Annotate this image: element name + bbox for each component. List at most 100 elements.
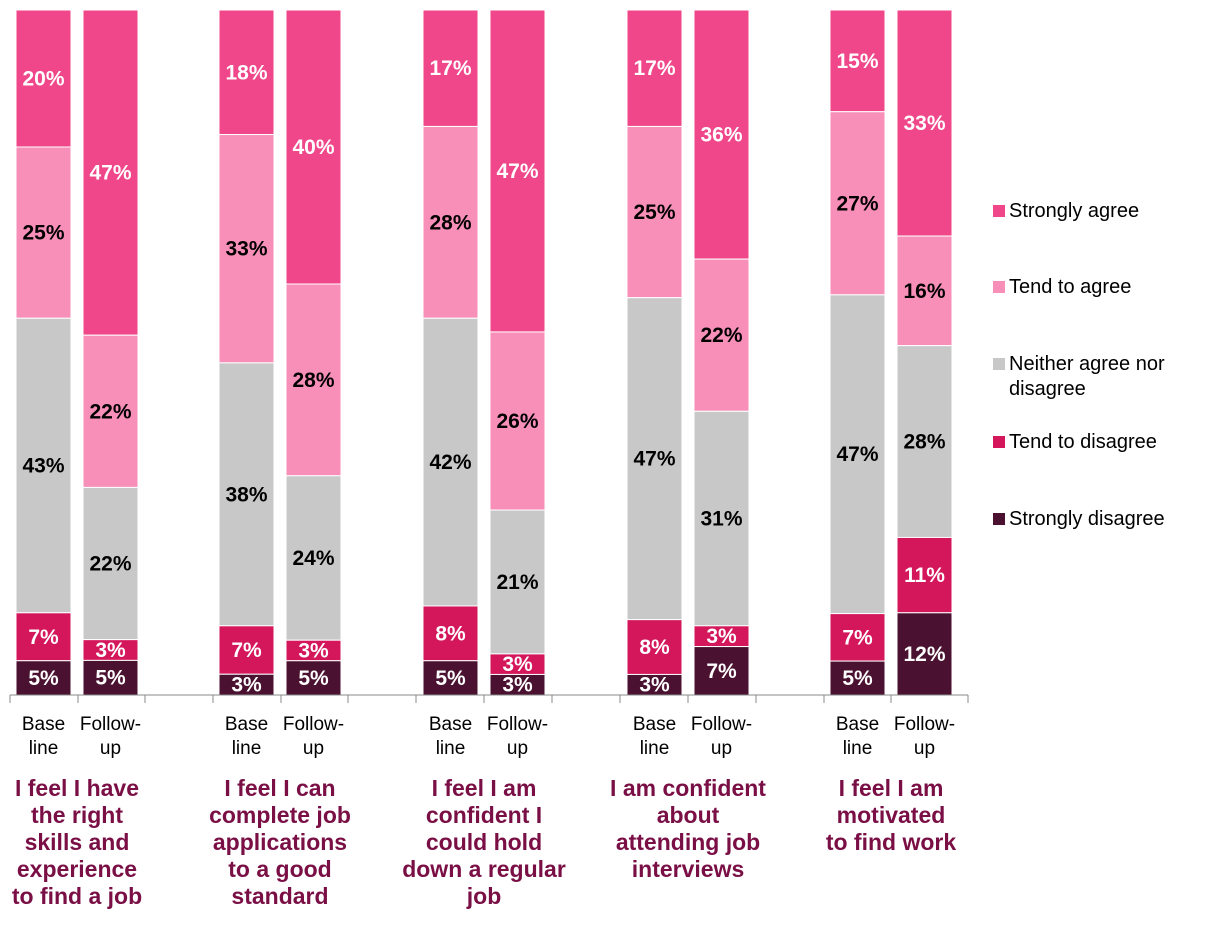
data-label: 11% bbox=[904, 564, 945, 587]
data-label: 27% bbox=[836, 192, 878, 215]
data-label: 17% bbox=[429, 57, 471, 80]
bar-segment-strongly-disagree bbox=[285, 660, 342, 696]
bars-layer: 20% 25% 43% 7% 5% 47% 22% 22% 3% 5% 18% 33% 38% 7% 3% 4… bbox=[15, 9, 953, 697]
data-label: 5% bbox=[28, 667, 59, 690]
legend-swatch-tend-to-agree bbox=[993, 281, 1005, 293]
data-label: 25% bbox=[22, 222, 64, 245]
data-label: 5% bbox=[435, 667, 466, 690]
data-label: 42% bbox=[429, 451, 471, 474]
bar-category-label: Follow-up bbox=[487, 714, 548, 759]
bar-category-label: Base line bbox=[429, 714, 472, 759]
bar-segment-neither-agree-nor-disagree bbox=[896, 345, 953, 538]
data-label: 47% bbox=[633, 448, 675, 471]
data-label: 7% bbox=[28, 626, 59, 649]
data-label: 3% bbox=[95, 639, 126, 662]
data-label: 47% bbox=[496, 160, 538, 183]
group-title: I feel I have the right skills and experien… bbox=[12, 775, 142, 909]
bar-segment-neither-agree-nor-disagree bbox=[626, 297, 683, 621]
bar-segment-neither-agree-nor-disagree bbox=[422, 317, 479, 607]
data-label: 20% bbox=[22, 68, 64, 91]
bar-segment-tend-to-agree bbox=[626, 125, 683, 299]
bar-segment-strongly-agree bbox=[218, 9, 275, 136]
data-label: 31% bbox=[700, 508, 742, 531]
bar-segment-neither-agree-nor-disagree bbox=[285, 475, 342, 641]
data-label: 8% bbox=[435, 622, 466, 645]
data-label: 16% bbox=[903, 280, 945, 303]
data-label: 3% bbox=[502, 653, 533, 676]
legend-label-tend-to-agree: Tend to agree bbox=[1009, 276, 1131, 298]
data-label: 7% bbox=[842, 626, 873, 649]
bar-segment-tend-to-agree bbox=[693, 258, 750, 412]
bar-segment-tend-to-disagree bbox=[218, 625, 275, 675]
data-label: 24% bbox=[292, 547, 334, 570]
data-label: 12% bbox=[903, 643, 945, 666]
bar-segment-strongly-agree bbox=[82, 9, 139, 336]
bar-category-label: Follow-up bbox=[691, 714, 752, 759]
bar-segment-neither-agree-nor-disagree bbox=[829, 294, 886, 615]
data-label: 17% bbox=[633, 57, 675, 80]
legend-label-tend-to-disagree: Tend to disagree bbox=[1009, 431, 1157, 453]
bar-segment-strongly-agree bbox=[422, 9, 479, 127]
data-label: 21% bbox=[496, 571, 538, 594]
group-title: I feel I can complete job applications to a… bbox=[209, 775, 351, 909]
data-label: 38% bbox=[225, 483, 267, 506]
data-label: 22% bbox=[89, 400, 131, 423]
legend-label-strongly-agree: Strongly agree bbox=[1009, 200, 1139, 222]
data-label: 15% bbox=[836, 50, 878, 73]
bar-category-label: Follow-up bbox=[894, 714, 955, 759]
data-label: 3% bbox=[298, 639, 329, 662]
legend-label-neither-agree-nor-disagree: Neither agree nor disagree bbox=[1009, 353, 1165, 400]
bar-segment-neither-agree-nor-disagree bbox=[489, 509, 546, 655]
bar-category-label: Base line bbox=[633, 714, 676, 759]
data-label: 22% bbox=[700, 324, 742, 347]
bar-segment-strongly-disagree bbox=[896, 612, 953, 696]
bar-category-label: Base line bbox=[22, 714, 65, 759]
bar-segment-strongly-agree bbox=[489, 9, 546, 333]
bar-segment-neither-agree-nor-disagree bbox=[15, 317, 72, 614]
data-label: 43% bbox=[22, 455, 64, 478]
data-label: 26% bbox=[496, 410, 538, 433]
bar-segment-strongly-agree bbox=[285, 9, 342, 285]
group-title: I feel I am motivated to find work bbox=[826, 775, 957, 855]
bar-segment-strongly-agree bbox=[626, 9, 683, 127]
bar-segment-tend-to-agree bbox=[896, 235, 953, 347]
data-label: 47% bbox=[836, 443, 878, 466]
legend-swatch-tend-to-disagree bbox=[993, 436, 1005, 448]
data-label: 40% bbox=[292, 136, 334, 159]
data-label: 47% bbox=[89, 162, 131, 185]
data-label: 3% bbox=[231, 674, 262, 697]
data-label: 18% bbox=[225, 61, 267, 84]
data-label: 25% bbox=[633, 201, 675, 224]
bar-segment-strongly-agree bbox=[15, 9, 72, 148]
bar-segment-neither-agree-nor-disagree bbox=[218, 362, 275, 627]
bar-segment-tend-to-agree bbox=[15, 146, 72, 319]
bar-segment-tend-to-agree bbox=[422, 125, 479, 319]
legend-swatch-strongly-disagree bbox=[993, 513, 1005, 525]
bar-category-label: Base line bbox=[836, 714, 879, 759]
bar-segment-strongly-disagree bbox=[422, 660, 479, 696]
data-label: 5% bbox=[842, 667, 873, 690]
bar-segment-tend-to-disagree bbox=[829, 613, 886, 662]
bar-category-label: Follow-up bbox=[80, 714, 141, 759]
data-label: 3% bbox=[639, 674, 670, 697]
data-label: 28% bbox=[903, 431, 945, 454]
bar-segment-tend-to-disagree bbox=[15, 612, 72, 662]
data-label: 8% bbox=[639, 636, 670, 659]
bar-segment-neither-agree-nor-disagree bbox=[82, 486, 139, 641]
data-label: 5% bbox=[298, 667, 329, 690]
bar-segment-tend-to-agree bbox=[285, 283, 342, 477]
bar-segment-tend-to-disagree bbox=[896, 536, 953, 614]
legend-swatch-neither-agree-nor-disagree bbox=[993, 358, 1005, 370]
data-label: 36% bbox=[700, 124, 742, 147]
data-label: 22% bbox=[89, 553, 131, 576]
bar-segment-tend-to-agree bbox=[489, 331, 546, 511]
legend: Strongly agree Tend to agree Neither agree… bbox=[993, 200, 1165, 530]
bar-segment-tend-to-disagree bbox=[422, 605, 479, 662]
legend-label-strongly-disagree: Strongly disagree bbox=[1009, 508, 1165, 530]
group-title: I am confident about attending job intervie… bbox=[610, 775, 766, 882]
data-label: 7% bbox=[231, 639, 262, 662]
data-label: 3% bbox=[502, 674, 533, 697]
bar-segment-neither-agree-nor-disagree bbox=[693, 410, 750, 627]
